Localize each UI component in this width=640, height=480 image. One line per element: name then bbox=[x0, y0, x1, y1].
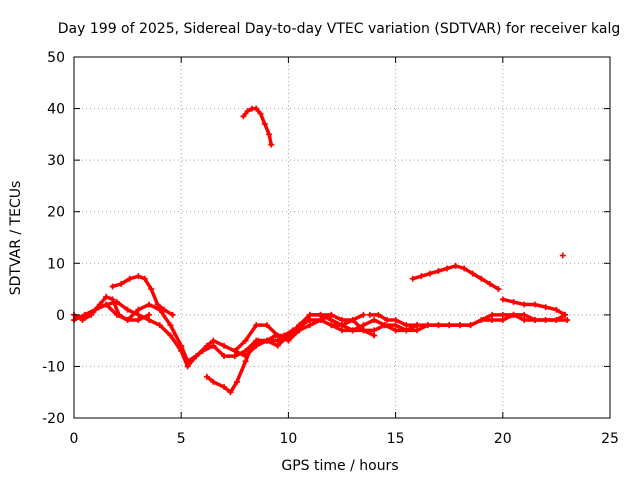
series-arc-6 bbox=[231, 311, 378, 354]
data-trace bbox=[233, 313, 376, 353]
x-axis-label: GPS time / hours bbox=[281, 458, 398, 474]
x-tick-label: 10 bbox=[279, 431, 297, 447]
series-arc-11 bbox=[240, 105, 275, 148]
y-tick-label: 0 bbox=[56, 308, 65, 324]
series-arc-8 bbox=[366, 311, 568, 329]
data-trace bbox=[72, 295, 151, 322]
x-tick-label: 0 bbox=[70, 431, 79, 447]
x-tick-label: 15 bbox=[387, 431, 405, 447]
data-point bbox=[559, 252, 566, 259]
x-tick-label: 20 bbox=[494, 431, 512, 447]
y-tick-label: -10 bbox=[42, 359, 65, 375]
y-tick-label: 50 bbox=[47, 50, 65, 66]
data-trace bbox=[411, 264, 501, 291]
data-trace bbox=[110, 274, 175, 317]
series-arc-4 bbox=[71, 293, 153, 324]
y-tick-label: 30 bbox=[47, 153, 65, 169]
series-arc-3 bbox=[109, 273, 176, 318]
plot-area-border bbox=[73, 56, 611, 419]
y-tick-label: -20 bbox=[42, 411, 65, 427]
chart-title: Day 199 of 2025, Sidereal Day-to-day VTE… bbox=[58, 21, 620, 37]
data-trace bbox=[501, 297, 567, 317]
y-tick-label: 40 bbox=[47, 102, 65, 118]
x-tick-label: 25 bbox=[601, 431, 619, 447]
series-arc-9 bbox=[409, 262, 502, 293]
series-arc-12 bbox=[559, 252, 566, 259]
data-trace bbox=[368, 313, 567, 327]
grid-lines bbox=[74, 57, 610, 418]
y-tick-label: 20 bbox=[47, 205, 65, 221]
axes: 0 5 10 15 20 25 -20 -10 0 10 20 30 40 50 bbox=[42, 50, 619, 447]
x-tick-label: 5 bbox=[177, 431, 186, 447]
series-arc-10 bbox=[499, 296, 568, 318]
data-points bbox=[71, 105, 571, 396]
data-trace bbox=[241, 106, 273, 147]
y-tick-label: 10 bbox=[47, 256, 65, 272]
y-axis-label: SDTVAR / TECUs bbox=[8, 181, 24, 296]
